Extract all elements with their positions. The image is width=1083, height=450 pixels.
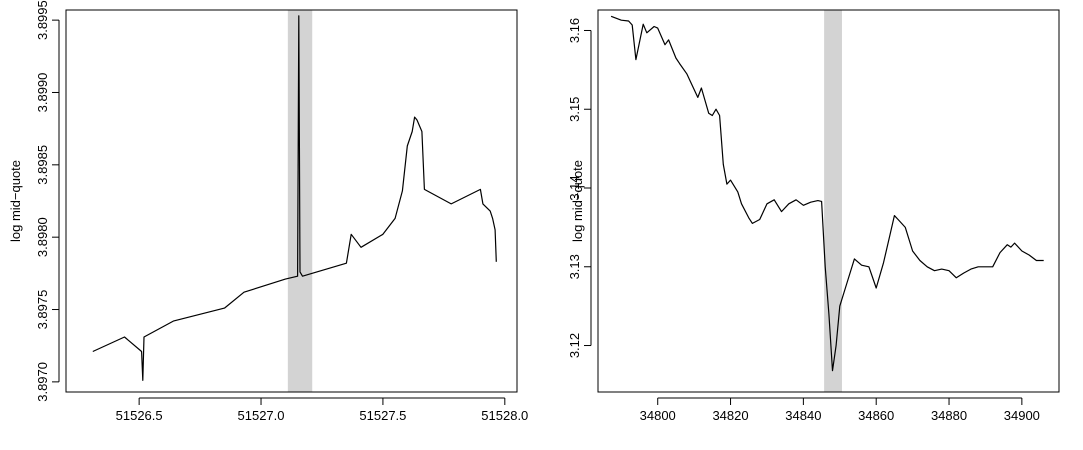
- y-tick-label: 3.8995: [35, 0, 50, 40]
- x-tick-label: 34880: [931, 408, 967, 423]
- x-tick-label: 51526.5: [116, 408, 163, 423]
- y-tick-label: 3.12: [567, 333, 582, 358]
- y-tick-label: 3.8975: [35, 290, 50, 330]
- y-axis-title: log mid−quote: [8, 160, 23, 242]
- y-tick-label: 3.8970: [35, 362, 50, 402]
- y-axis-title: log mid−quote: [570, 160, 585, 242]
- x-tick-label: 51527.5: [359, 408, 406, 423]
- right-chart: 34800 34820 34840 34860 34880 34900 3.12 3.13 3.…: [567, 9, 1060, 423]
- x-tick-label: 51528.0: [481, 408, 528, 423]
- x-tick-label: 51527.0: [238, 408, 285, 423]
- highlight-band: [824, 10, 842, 392]
- y-tick-label: 3.13: [567, 254, 582, 279]
- left-chart: 51526.5 51527.0 51527.5 51528.0 3.8970 3.8975…: [8, 0, 528, 423]
- x-tick-label: 34860: [858, 408, 894, 423]
- y-tick-label: 3.8990: [35, 73, 50, 113]
- x-tick-label: 34800: [640, 408, 676, 423]
- x-tick-label: 34900: [1004, 408, 1040, 423]
- x-tick-label: 34840: [785, 408, 821, 423]
- y-tick-label: 3.15: [567, 97, 582, 122]
- y-tick-label: 3.8980: [35, 217, 50, 257]
- x-tick-label: 34820: [712, 408, 748, 423]
- y-tick-label: 3.8985: [35, 145, 50, 185]
- series-line: [92, 15, 497, 381]
- series-line: [610, 15, 1044, 372]
- y-tick-label: 3.16: [567, 18, 582, 43]
- y-tick-label: 3.14: [567, 175, 582, 200]
- plot-frame: [597, 9, 1060, 393]
- plot-frame: [65, 9, 518, 393]
